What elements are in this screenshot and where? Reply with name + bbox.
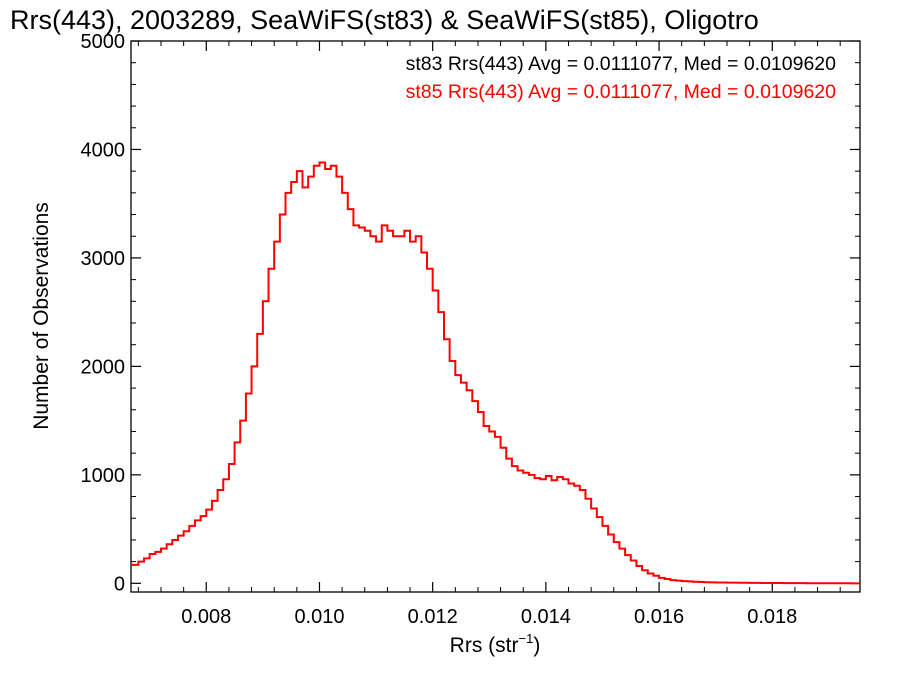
x-tick-label: 0.008 [181, 606, 231, 628]
x-tick-label: 0.012 [408, 606, 458, 628]
x-axis-label-close: ) [533, 634, 540, 657]
y-tick-label: 0 [114, 573, 125, 595]
y-tick-label: 1000 [81, 465, 126, 487]
x-tick-label: 0.016 [634, 606, 684, 628]
y-tick-label: 3000 [81, 248, 126, 270]
y-tick-label: 2000 [81, 356, 126, 378]
x-axis-label-main: Rrs (str [450, 634, 519, 657]
y-tick-label: 4000 [81, 139, 126, 161]
axis-tick-labels: 0.008 0.010 0.012 0.014 0.016 0.018 0 1000 2000 3… [81, 31, 798, 628]
x-axis-label: Rrs (str−1) [450, 631, 541, 657]
axis-ticks [131, 40, 860, 592]
plot-area-frame [130, 40, 861, 593]
x-axis-label-superscript: −1 [519, 631, 534, 646]
chart-title: Rrs(443), 2003289, SeaWiFS(st83) & SeaWi… [10, 5, 759, 35]
y-axis-label: Number of Observations [30, 202, 53, 430]
y-tick-label: 5000 [81, 31, 126, 53]
series-line-st85 [131, 161, 860, 585]
annotation-st83-stats: st83 Rrs(443) Avg = 0.0111077, Med = 0.0… [406, 53, 837, 75]
annotation-st85-stats: st85 Rrs(443) Avg = 0.0111077, Med = 0.0… [406, 81, 837, 103]
x-tick-label: 0.010 [294, 606, 344, 628]
x-tick-label: 0.014 [521, 606, 571, 628]
x-tick-label: 0.018 [747, 606, 797, 628]
